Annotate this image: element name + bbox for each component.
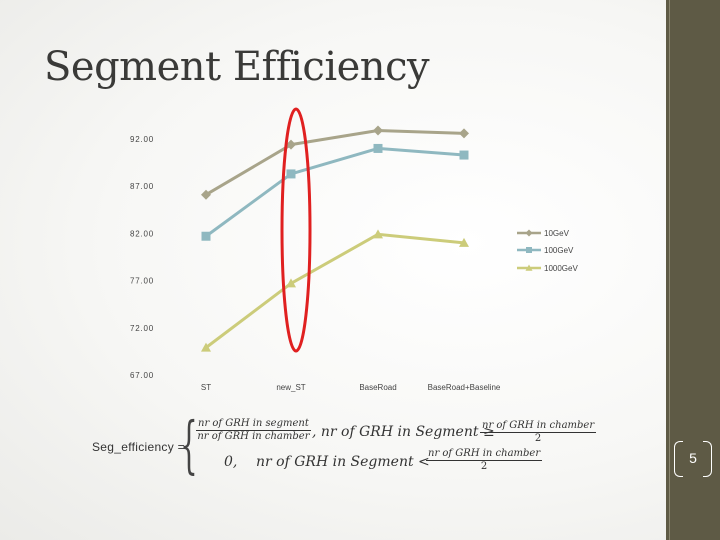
formula-case1-rhs: nr of GRH in chamber 2 <box>480 420 597 445</box>
page-bracket-left <box>674 441 683 477</box>
y-axis-ticks: 92.00 87.00 82.00 77.00 72.00 67.00 <box>130 135 154 380</box>
x-tick-label: new_ST <box>276 383 305 392</box>
y-tick-label: 72.00 <box>130 324 154 333</box>
y-tick-label: 82.00 <box>130 229 154 238</box>
data-point <box>373 229 383 239</box>
x-tick-label: BaseRoad+Baseline <box>428 383 501 392</box>
legend-label: 1000GeV <box>544 264 578 273</box>
chart-legend: 10GeV 100GeV 1000GeV <box>517 229 578 273</box>
data-point <box>373 125 383 136</box>
formula-case1-denominator: nr of GRH in chamber <box>197 431 310 442</box>
data-point <box>459 237 469 247</box>
formula-case2-rhs: nr of GRH in chamber 2 <box>426 448 543 473</box>
data-point <box>201 231 211 241</box>
x-tick-label: ST <box>201 383 211 392</box>
data-point <box>201 342 211 352</box>
slide-background <box>0 0 666 540</box>
line-chart: 92.00 87.00 82.00 77.00 72.00 67.00 ST new_ST B… <box>130 107 578 392</box>
page-number-badge: 5 <box>674 441 712 477</box>
x-axis-ticks: ST new_ST BaseRoad BaseRoad+Baseline <box>201 383 501 392</box>
slide-title: Segment Efficiency <box>44 44 430 90</box>
formula-brace: { <box>180 408 198 481</box>
data-point <box>286 139 296 150</box>
formula-case2-rhs-numerator: nr of GRH in chamber <box>426 448 543 461</box>
legend-label: 100GeV <box>544 246 574 255</box>
legend-label: 10GeV <box>544 229 570 238</box>
data-point <box>286 169 296 179</box>
formula-case2-rhs-denominator: 2 <box>480 461 488 472</box>
formula-case1-numerator: nr of GRH in segment <box>196 418 311 431</box>
data-point <box>373 143 383 153</box>
legend-marker <box>525 264 533 271</box>
y-tick-label: 77.00 <box>130 277 154 286</box>
formula-case1-fraction: nr of GRH in segment nr of GRH in chambe… <box>196 418 311 443</box>
legend-marker <box>526 247 532 253</box>
page-number: 5 <box>689 450 697 466</box>
series-line <box>205 129 465 196</box>
formula-case2-condition: nr of GRH in Segment < <box>256 454 430 470</box>
y-tick-label: 67.00 <box>130 371 154 380</box>
legend-marker <box>525 229 533 237</box>
series-line <box>205 146 465 238</box>
data-point <box>286 278 296 288</box>
formula-case1-rhs-numerator: nr of GRH in chamber <box>480 420 597 433</box>
efficiency-formula: Seg_efficiency = { nr of GRH in segment … <box>92 414 612 482</box>
series-line <box>205 232 465 349</box>
formula-lhs: Seg_efficiency = <box>92 440 185 454</box>
sidebar-divider <box>669 0 670 540</box>
formula-case2-value: 0, <box>224 454 238 470</box>
page-bracket-right <box>703 441 712 477</box>
x-tick-label: BaseRoad <box>359 383 396 392</box>
data-point <box>459 128 469 139</box>
formula-case1-condition: , nr of GRH in Segment ≥ <box>312 424 495 440</box>
y-tick-label: 87.00 <box>130 182 154 191</box>
data-point <box>459 150 469 160</box>
highlight-ellipse <box>280 107 312 353</box>
y-tick-label: 92.00 <box>130 135 154 144</box>
data-point <box>201 189 211 200</box>
formula-case1-rhs-denominator: 2 <box>534 433 542 444</box>
series-layer <box>201 125 469 352</box>
